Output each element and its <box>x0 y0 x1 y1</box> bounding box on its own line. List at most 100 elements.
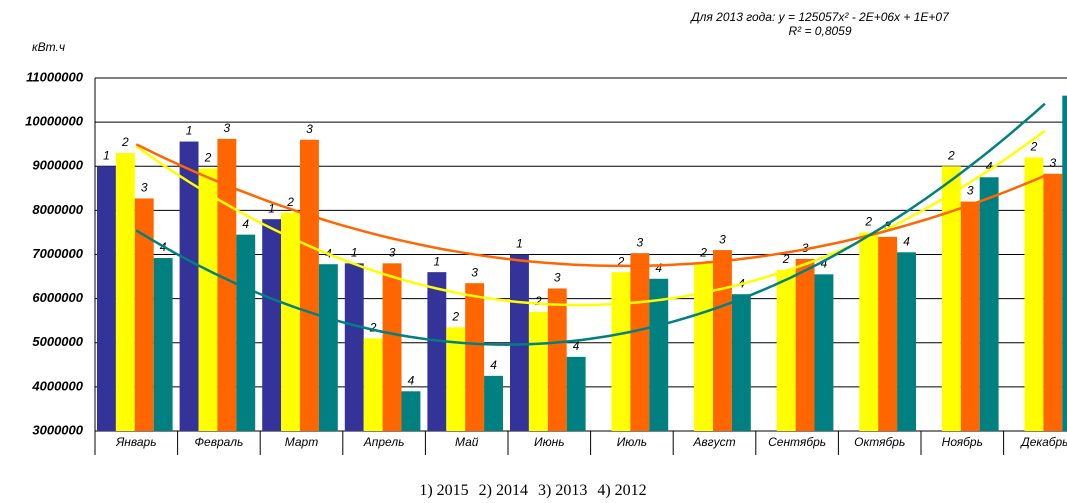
legend-entry: 4) 2012 <box>597 482 646 499</box>
bar <box>153 258 173 431</box>
bar <box>97 166 116 431</box>
bar <box>344 263 364 431</box>
bar <box>979 177 999 431</box>
bar <box>528 311 548 431</box>
bar <box>484 375 503 431</box>
y-tick-label: 6000000 <box>32 290 83 305</box>
data-label: 2 <box>534 294 542 308</box>
data-label: 2 <box>699 245 707 259</box>
data-label: 2 <box>204 151 212 165</box>
bar <box>134 198 154 431</box>
data-label: 2 <box>782 252 790 266</box>
bar <box>897 252 916 431</box>
bar <box>198 168 218 432</box>
data-label: 4 <box>573 339 580 353</box>
y-tick-label: 11000000 <box>26 69 84 84</box>
data-label: 3 <box>554 271 561 285</box>
data-label: 1 <box>516 237 523 251</box>
data-label: 4 <box>490 358 497 372</box>
data-label: 1 <box>186 124 193 138</box>
x-tick-label: Июль <box>617 435 647 449</box>
bar <box>795 258 815 431</box>
bar <box>547 288 567 431</box>
data-label: 1 <box>434 254 441 268</box>
data-label: 3 <box>967 184 974 198</box>
y-tick-label: 4000000 <box>31 378 83 393</box>
data-label: 3 <box>224 121 231 135</box>
bar <box>1062 95 1067 432</box>
legend-entry: 2) 2014 <box>479 482 528 499</box>
bar <box>510 254 529 431</box>
x-tick-label: Июнь <box>534 435 565 449</box>
data-label: 3 <box>884 219 891 233</box>
bar <box>859 232 879 431</box>
bar <box>236 234 256 431</box>
y-tick-label: 3000000 <box>32 422 83 437</box>
x-tick-label: Октябрь <box>854 435 905 449</box>
bar <box>363 338 383 431</box>
x-tick-label: Август <box>692 435 735 449</box>
bar <box>814 274 834 431</box>
x-tick-label: Сентябрь <box>768 435 826 449</box>
y-axis-label: кВт.ч <box>32 40 65 54</box>
data-label: 2 <box>864 215 872 229</box>
data-label: 4 <box>821 257 828 271</box>
bar <box>115 153 135 431</box>
data-label: 4 <box>986 159 993 173</box>
data-label: 3 <box>637 235 644 249</box>
data-label: 2 <box>451 309 459 323</box>
bar <box>731 294 751 431</box>
bar <box>694 263 713 431</box>
data-label: 1 <box>351 245 358 259</box>
bar <box>941 166 961 431</box>
trendline <box>135 102 1046 346</box>
data-label: 3 <box>141 181 148 195</box>
data-label: 4 <box>903 234 910 248</box>
bar <box>611 272 631 431</box>
x-tick-label: Апрель <box>363 435 405 449</box>
bar <box>318 264 338 431</box>
bar <box>382 263 402 431</box>
data-label: 1 <box>103 148 110 162</box>
bar <box>1024 157 1044 432</box>
annotation: R² = 0,8059 <box>788 24 851 38</box>
data-label: 3 <box>306 122 313 136</box>
data-label: 3 <box>471 265 478 279</box>
bar <box>401 391 421 431</box>
bar <box>776 269 796 431</box>
bar <box>300 139 319 431</box>
trendline <box>135 143 1046 268</box>
bar <box>649 278 669 431</box>
y-tick-label: 8000000 <box>32 202 83 217</box>
y-tick-label: 5000000 <box>32 334 83 349</box>
x-tick-label: Май <box>455 435 479 449</box>
x-tick-label: Ноябрь <box>942 435 983 449</box>
data-label: 4 <box>408 373 415 387</box>
data-label: 1 <box>268 201 275 215</box>
bar <box>960 201 980 431</box>
bar <box>427 272 447 431</box>
bar <box>446 327 466 431</box>
legend: 1) 2015 2) 2014 3) 2013 4) 2012 <box>419 482 646 499</box>
x-tick-label: Декабрь <box>1019 435 1067 449</box>
bar <box>179 141 199 432</box>
bar <box>465 283 485 431</box>
bar <box>1043 173 1063 431</box>
legend-entry: 1) 2015 <box>419 482 468 499</box>
annotation: Для 2013 года: y = 125057x² - 2E+06x + 1… <box>689 10 950 24</box>
bar <box>217 138 237 431</box>
data-label: 3 <box>389 245 396 259</box>
data-label: 4 <box>242 217 249 231</box>
data-label: 2 <box>286 195 294 209</box>
bar <box>713 250 732 431</box>
y-tick-label: 9000000 <box>32 158 83 173</box>
bar <box>281 212 300 431</box>
bar <box>262 219 282 431</box>
trendline <box>135 129 1046 307</box>
bar <box>630 253 650 431</box>
bar <box>566 356 586 431</box>
data-label: 3 <box>1050 156 1057 170</box>
y-tick-label: 10000000 <box>25 114 84 129</box>
x-tick-label: Январь <box>115 435 156 449</box>
